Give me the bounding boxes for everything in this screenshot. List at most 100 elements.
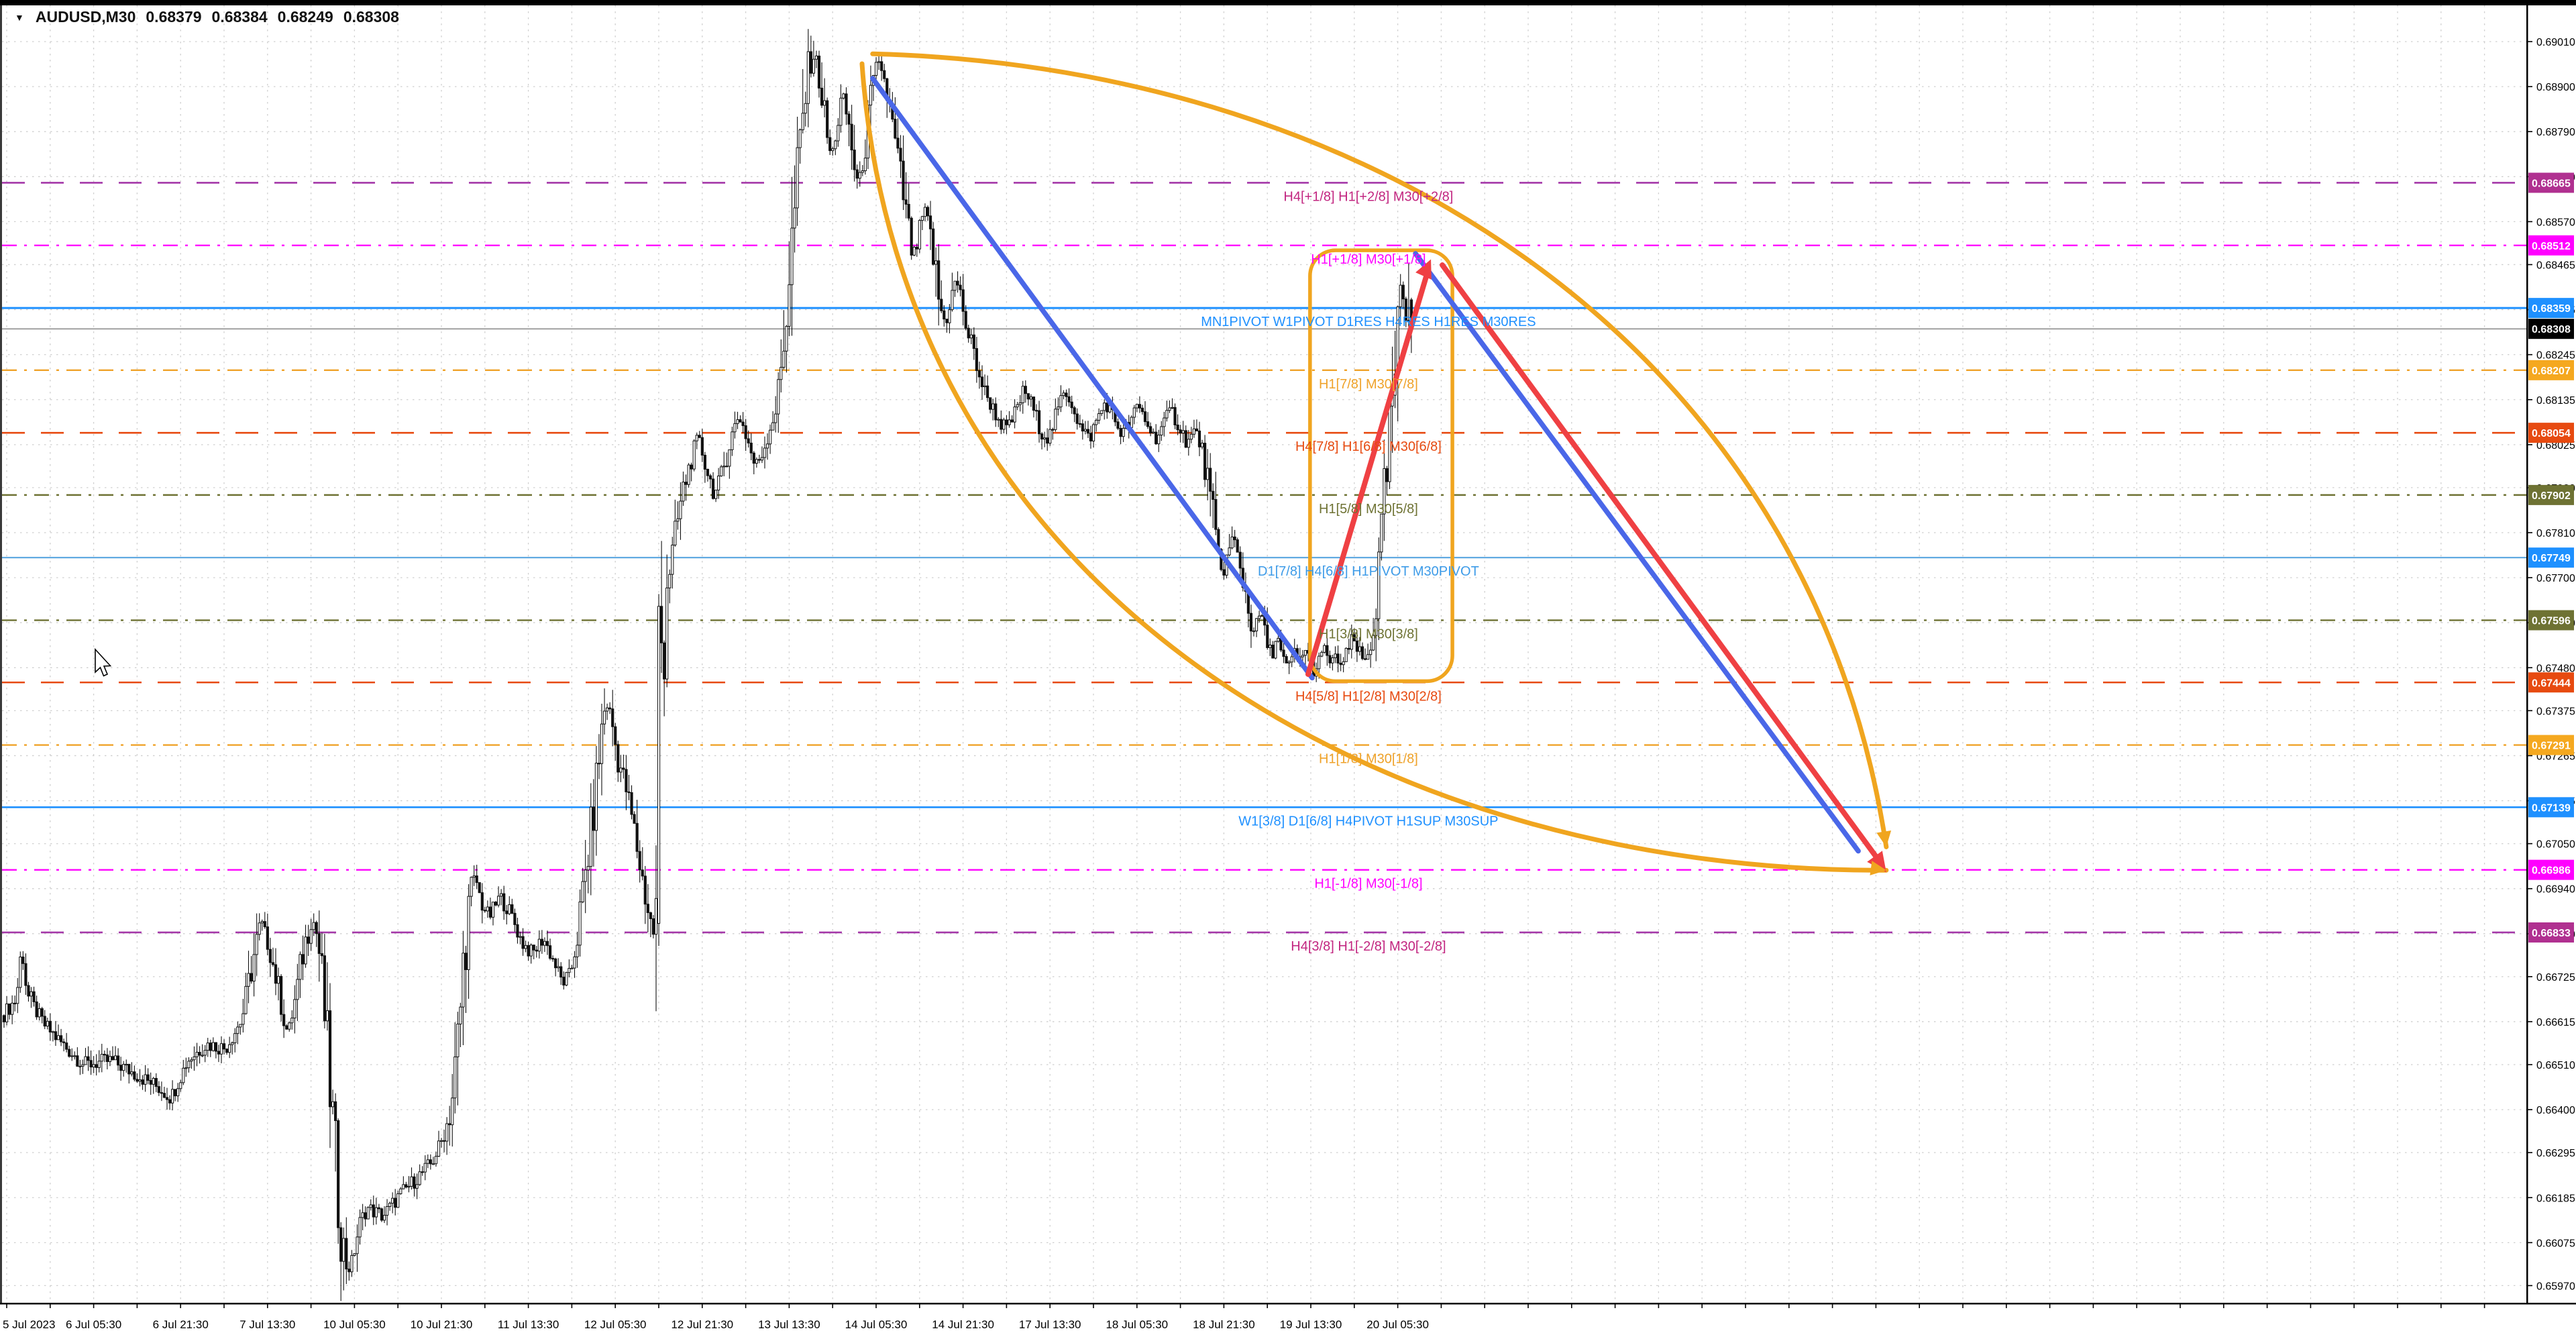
level-label: H1[1/8] M30[1/8] (1319, 752, 1418, 767)
level-price-badge-label: 0.67139 (2532, 802, 2571, 814)
time-tick-label: 14 Jul 21:30 (932, 1318, 994, 1331)
symbol-period-label: AUDUSD,M30 (35, 8, 136, 25)
level-price-badge-label: 0.68359 (2532, 303, 2571, 315)
orange-upper-arrowhead (1876, 830, 1892, 847)
mouse-cursor (95, 647, 112, 677)
chart-title-bar: ▼ AUDUSD,M30 0.68379 0.68384 0.68249 0.6… (15, 8, 399, 26)
ohlc-open: 0.68379 (146, 8, 202, 25)
price-tick-label: 0.69010 (2536, 37, 2575, 48)
price-tick-label: 0.66615 (2536, 1017, 2575, 1028)
level-label: H1[-1/8] M30[-1/8] (1314, 877, 1422, 892)
level-label: H1[7/8] M30[7/8] (1319, 377, 1418, 392)
chart-borders (0, 0, 2576, 1305)
blue-trendline-left[interactable] (870, 76, 1315, 681)
level-price-badge-label: 0.67902 (2532, 490, 2571, 502)
level-label: H4[5/8] H1[2/8] M30[2/8] (1295, 689, 1442, 704)
level-price-badge (2528, 672, 2574, 693)
grid-layer (2, 5, 2526, 1303)
time-tick-label: 20 Jul 05:30 (1366, 1318, 1429, 1331)
level-price-badge (2528, 859, 2574, 880)
time-tick-label: 17 Jul 13:30 (1019, 1318, 1081, 1331)
red-arrow-down-line[interactable] (1440, 262, 1883, 865)
bid-price-badge-label: 0.68308 (2532, 324, 2571, 335)
red-arrow-up-line[interactable] (1305, 268, 1431, 678)
time-tick-label: 12 Jul 05:30 (584, 1318, 647, 1331)
time-tick-label: 11 Jul 13:30 (498, 1318, 559, 1331)
level-price-badge (2528, 610, 2574, 631)
price-tick-label: 0.68245 (2536, 350, 2575, 362)
level-label: D1[7/8] H4[6/8] H1PIVOT M30PIVOT (1258, 564, 1479, 579)
time-tick-label: 12 Jul 21:30 (671, 1318, 733, 1331)
price-tick-label: 0.66185 (2536, 1193, 2575, 1204)
level-price-badge (2528, 484, 2574, 505)
level-price-badge-label: 0.67444 (2532, 678, 2571, 689)
red-up-arrowhead (1415, 259, 1432, 280)
level-label: W1[3/8] D1[6/8] H4PIVOT H1SUP M30SUP (1238, 814, 1498, 828)
time-tick-label: 19 Jul 13:30 (1280, 1318, 1342, 1331)
time-tick-label: 6 Jul 05:30 (66, 1318, 121, 1331)
level-label: H4[+1/8] H1[+2/8] M30[+2/8] (1283, 189, 1453, 204)
price-tick-label: 0.67050 (2536, 839, 2575, 851)
price-tick-label: 0.66295 (2536, 1148, 2575, 1159)
price-tick-label: 0.67810 (2536, 528, 2575, 539)
time-tick-label: 14 Jul 05:30 (845, 1318, 908, 1331)
level-price-badge (2528, 298, 2574, 319)
level-price-badge-label: 0.67596 (2532, 616, 2571, 627)
drawing-objects (859, 51, 1892, 875)
level-price-badge (2528, 172, 2574, 193)
time-axis[interactable]: 5 Jul 2023 6 Jul 05:30 6 Jul 21:30 7 Jul 13… (3, 1303, 2485, 1331)
orange-lower-arrowhead (1870, 861, 1886, 875)
time-tick-label: 18 Jul 21:30 (1193, 1318, 1255, 1331)
level-price-badge-label: 0.66833 (2532, 928, 2571, 939)
time-tick-label: 10 Jul 05:30 (323, 1318, 386, 1331)
price-tick-label: 0.67700 (2536, 573, 2575, 584)
level-price-badge-label: 0.68207 (2532, 366, 2571, 377)
level-label: MN1PIVOT W1PIVOT D1RES H4RES H1RES M30RE… (1201, 315, 1536, 329)
orange-arc-upper[interactable] (870, 51, 1889, 849)
level-price-badge-label: 0.67291 (2532, 741, 2571, 752)
price-tick-label: 0.66725 (2536, 972, 2575, 983)
ohlc-high: 0.68384 (211, 8, 268, 25)
level-label: H4[3/8] H1[-2/8] M30[-2/8] (1291, 939, 1446, 954)
time-tick-label: 13 Jul 13:30 (758, 1318, 820, 1331)
bid-price-badge (2528, 319, 2574, 339)
candles-layer (2, 29, 1413, 1301)
level-price-badge (2528, 235, 2574, 256)
level-label: H1[+1/8] M30[+1/8] (1311, 252, 1426, 267)
price-tick-label: 0.67375 (2536, 706, 2575, 717)
price-tick-label: 0.66400 (2536, 1105, 2575, 1116)
level-price-badge (2528, 547, 2574, 568)
level-price-badge (2528, 360, 2574, 380)
level-price-badge-label: 0.68512 (2532, 241, 2571, 252)
price-tick-label: 0.68790 (2536, 127, 2575, 138)
level-labels: H4[+1/8] H1[+2/8] M30[+2/8] H1[+1/8] M30[… (1201, 189, 1536, 954)
price-tick-label: 0.66510 (2536, 1060, 2575, 1071)
orange-arc-lower[interactable] (859, 61, 1889, 873)
level-price-badge (2528, 735, 2574, 755)
price-tick-label: 0.68900 (2536, 82, 2575, 93)
level-label: H1[5/8] M30[5/8] (1319, 502, 1418, 517)
level-price-badge-label: 0.67749 (2532, 553, 2571, 564)
red-down-arrowhead (1867, 851, 1886, 873)
price-tick-label: 0.67480 (2536, 663, 2575, 674)
price-tick-label: 0.66075 (2536, 1238, 2575, 1249)
level-price-badge (2528, 797, 2574, 818)
time-tick-label: 6 Jul 21:30 (153, 1318, 209, 1331)
symbol-dropdown-icon[interactable]: ▼ (15, 11, 24, 23)
level-price-badge (2528, 922, 2574, 943)
time-tick-label: 18 Jul 05:30 (1106, 1318, 1168, 1331)
price-axis[interactable]: 0.690100.689000.687900.686800.685700.684… (2526, 37, 2575, 1292)
time-tick-label: 7 Jul 13:30 (239, 1318, 295, 1331)
level-price-badge-label: 0.66986 (2532, 865, 2571, 877)
blue-trendline-right[interactable] (1413, 251, 1861, 854)
rounded-rectangle-object[interactable] (1308, 248, 1454, 684)
price-tick-label: 0.68465 (2536, 260, 2575, 271)
level-price-badge-label: 0.68054 (2532, 428, 2571, 439)
level-lines (2, 182, 2526, 934)
price-tick-label: 0.68570 (2536, 217, 2575, 228)
price-tick-label: 0.68135 (2536, 395, 2575, 407)
level-label: H4[7/8] H1[6/8] M30[6/8] (1295, 439, 1442, 454)
level-price-badge (2528, 423, 2574, 443)
time-tick-label: 5 Jul 2023 (3, 1318, 55, 1331)
